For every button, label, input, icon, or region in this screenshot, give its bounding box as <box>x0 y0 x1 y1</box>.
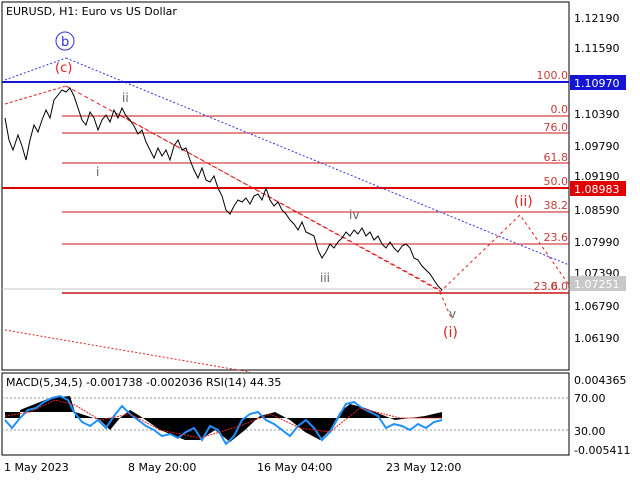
time-tick: 16 May 04:00 <box>257 461 332 474</box>
indicator-tick: 0.004365 <box>574 374 627 387</box>
indicator-axis: 0.004365 70.00 30.00 -0.005411 <box>574 374 630 457</box>
fib-label: 0.0 <box>551 280 569 293</box>
price-line[interactable] <box>4 87 443 291</box>
price-pane[interactable] <box>1 1 570 371</box>
price-tick: 1.08590 <box>574 204 620 217</box>
fib-label: 61.8 <box>544 151 569 164</box>
price-tags: 1.10970 1.08983 1.07251 <box>570 75 626 291</box>
wave-b-circle <box>55 31 75 51</box>
fib-label: 76.0 <box>544 121 569 134</box>
macd-signal-line <box>4 399 442 439</box>
wave-ii-future-label: (ii) <box>514 194 533 210</box>
time-tick: 8 May 20:00 <box>128 461 196 474</box>
price-tick: 1.11590 <box>574 42 620 55</box>
time-axis: 1 May 2023 8 May 20:00 16 May 04:00 23 M… <box>4 461 461 474</box>
price-tag-bg <box>570 75 626 90</box>
wave-c-label: (c) <box>55 61 72 76</box>
price-tick: 1.12190 <box>574 12 620 25</box>
fib-lines[interactable] <box>2 81 569 294</box>
red-channel-line-b <box>119 114 441 292</box>
wave-ii-label: ii <box>122 91 129 105</box>
fib-labels: 100.0 0.0 76.0 61.8 50.0 38.2 23.6 0.0 2… <box>534 69 569 293</box>
wave-iii-label: iii <box>320 271 330 285</box>
price-tag: 1.10970 <box>574 77 620 90</box>
time-tick: 1 May 2023 <box>4 461 69 474</box>
price-tick: 1.10390 <box>574 108 620 121</box>
red-channel-upper-short <box>4 85 67 105</box>
channel-lines[interactable] <box>4 57 570 373</box>
time-tick: 23 May 12:00 <box>386 461 461 474</box>
wave-labels: b (c) i ii iii iv v (ii) (i) <box>55 31 533 341</box>
price-tick: 1.06790 <box>574 300 620 313</box>
wave-i-future-label: (i) <box>443 325 458 341</box>
indicator-tick: -0.005411 <box>574 444 630 457</box>
wave-b-label: b <box>61 35 69 50</box>
price-tick: 1.09790 <box>574 140 620 153</box>
price-axis: 1.12190 1.11590 1.10390 1.09790 1.09190 … <box>574 12 620 345</box>
rsi-line[interactable] <box>4 394 443 446</box>
price-tag: 1.08983 <box>574 183 620 196</box>
price-tag: 1.07251 <box>574 278 620 291</box>
fib-label: 23.6 <box>534 280 559 293</box>
fib-label: 0.0 <box>551 103 569 116</box>
indicator-pane[interactable] <box>1 372 570 456</box>
blue-channel-upper-short <box>4 57 67 81</box>
price-tick: 1.09190 <box>574 170 620 183</box>
fib-label: 100.0 <box>537 69 569 82</box>
projection-ii-line <box>439 214 570 293</box>
indicator-tick: 70.00 <box>574 392 606 405</box>
price-tag-bg <box>570 181 626 196</box>
fib-label: 23.6 <box>544 231 569 244</box>
price-tick: 1.06190 <box>574 332 620 345</box>
red-lower-line <box>4 329 251 373</box>
wave-i-label: i <box>96 165 99 179</box>
indicator-title: MACD(5,34,5) -0.001738 -0.002036 RSI(14)… <box>6 376 281 389</box>
indicator-tick: 30.00 <box>574 425 606 438</box>
wave-v-label: v <box>449 307 456 321</box>
blue-channel-line <box>65 57 570 266</box>
price-tag-bg <box>570 276 626 291</box>
fib-label: 50.0 <box>544 175 569 188</box>
chart-title: EURUSD, H1: Euro vs US Dollar <box>6 5 177 18</box>
price-tick: 1.07990 <box>574 236 620 249</box>
projection-i-line <box>439 291 453 321</box>
wave-iv-label: iv <box>349 208 359 222</box>
fib-label: 38.2 <box>544 199 569 212</box>
